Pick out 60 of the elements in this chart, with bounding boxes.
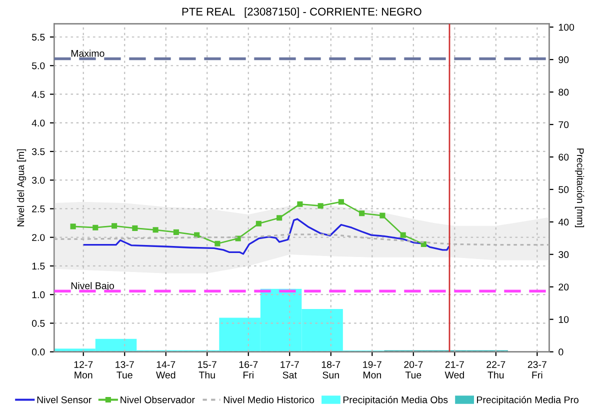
x-tick-label: 12-7 Mon: [74, 361, 93, 378]
y2-tick-label: 40: [558, 218, 569, 226]
y-axis-title: Nivel del Agua [m]: [16, 149, 26, 226]
y2-tick-label: 0: [558, 348, 564, 356]
x-tick-label: 20-7 Tue: [404, 361, 423, 378]
x-tick-label: 19-7 Mon: [363, 361, 382, 378]
x-tick-label: 21-7 Wed: [444, 361, 464, 378]
legend-label: Precipitación Media Obs: [343, 396, 448, 406]
point: [132, 225, 138, 231]
point: [400, 232, 406, 238]
y2-axis-title: Precipitación [mm]: [574, 148, 584, 228]
y-tick-label: 5.0: [32, 62, 45, 70]
y-tick-label: 3.0: [32, 176, 45, 184]
y-tick-label: 4.5: [32, 91, 45, 98]
point: [256, 220, 262, 226]
ref-line-label: Nivel Bajo: [71, 282, 114, 292]
point: [338, 199, 344, 205]
point: [152, 227, 158, 233]
point: [70, 224, 76, 230]
y2-tick-label: 30: [558, 251, 569, 258]
y-tick-label: 0.0: [32, 348, 45, 356]
y2-tick-label: 20: [558, 284, 569, 290]
y-tick-label: 1.0: [32, 291, 45, 298]
ref-line-label: Maximo: [71, 50, 104, 57]
y-tick-label: 4.0: [32, 120, 45, 126]
x-tick-label: 17-7 Sat: [280, 361, 299, 378]
y2-tick-label: 10: [558, 316, 569, 323]
y-tick-label: 0.5: [32, 320, 45, 327]
point: [380, 212, 386, 218]
y-tick-label: 2.5: [32, 205, 45, 212]
point: [359, 210, 365, 216]
x-tick-label: 23-7 Fri: [528, 361, 546, 378]
x-tick-label: 13-7 Tue: [116, 361, 134, 378]
y2-tick-label: 100: [558, 24, 574, 31]
chart-title: PTE REAL [23087150] - CORRIENTE: NEGRO: [182, 7, 422, 18]
y2-tick-label: 80: [558, 88, 569, 96]
legend-label: Nivel Observador: [120, 396, 195, 404]
x-tick-label: 15-7 Thu: [198, 361, 216, 378]
x-tick-label: 16-7 Fri: [239, 361, 258, 378]
y-tick-label: 1.5: [32, 262, 45, 270]
y-tick-label: 5.5: [32, 34, 45, 41]
y-tick-label: 2.0: [32, 234, 45, 241]
x-tick-label: 18-7 Sun: [322, 361, 340, 378]
y2-tick-label: 60: [558, 154, 569, 161]
point: [112, 223, 118, 229]
y2-tick-label: 70: [558, 121, 569, 128]
legend-label: Nivel Sensor: [37, 396, 92, 404]
x-tick-label: 22-7 Thu: [486, 361, 506, 378]
point: [276, 215, 282, 221]
y-tick-label: 3.5: [32, 148, 45, 156]
legend-label: Precipitación Media Pro: [477, 396, 578, 406]
legend-label: Nivel Medio Historico: [224, 396, 314, 404]
point: [297, 201, 303, 207]
point: [214, 240, 220, 246]
point: [318, 203, 324, 209]
x-tick-label: 14-7 Wed: [156, 361, 176, 378]
point: [420, 241, 426, 247]
y2-tick-label: 90: [558, 56, 569, 64]
y2-tick-label: 50: [558, 186, 569, 194]
point: [173, 229, 179, 235]
